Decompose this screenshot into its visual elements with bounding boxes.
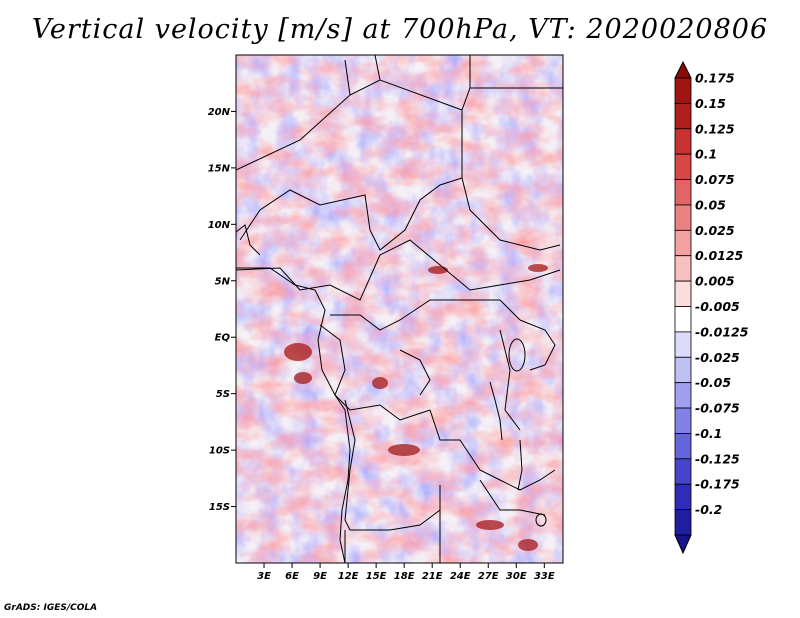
colorbar-swatch — [674, 255, 692, 282]
lon-tick-label: 27E — [478, 571, 499, 582]
colorbar-label: -0.005 — [695, 299, 740, 314]
colorbar-swatch — [674, 179, 692, 206]
lon-tick-label: 12E — [338, 571, 359, 582]
map-frame — [235, 54, 564, 564]
lat-tick-label: 20N — [208, 107, 231, 118]
colorbar-label: -0.175 — [695, 477, 740, 492]
colorbar-swatch — [674, 382, 692, 409]
colorbar-swatch — [674, 509, 692, 536]
lat-tick-label: EQ — [215, 333, 231, 344]
colorbar-swatch — [674, 204, 692, 231]
velocity-field — [236, 55, 563, 563]
colorbar-swatch — [674, 77, 692, 104]
lat-tick-label: 15N — [208, 163, 231, 174]
lon-tick-label: 15E — [366, 571, 387, 582]
longitude-axis: 3E 6E 9E 12E 15E 18E 21E 24E 27E 30E 33E — [257, 563, 555, 582]
colorbar-label: 0.005 — [695, 274, 735, 289]
colorbar-label: 0.15 — [695, 96, 726, 111]
colorbar-label: -0.1 — [695, 426, 722, 441]
map-title: Vertical velocity [m/s] at 700hPa, VT: 2… — [31, 14, 769, 45]
colorbar-label: 0.025 — [695, 223, 735, 238]
colorbar-label: 0.175 — [695, 71, 735, 86]
lon-tick-label: 30E — [506, 571, 527, 582]
coastline — [236, 267, 547, 563]
lon-tick-label: 9E — [313, 571, 327, 582]
lat-tick-label: 10S — [209, 446, 230, 457]
colorbar-label: -0.0125 — [695, 324, 749, 339]
colorbar-swatch — [674, 128, 692, 155]
lat-tick-label: 15S — [209, 502, 230, 513]
colorbar-swatch — [674, 483, 692, 511]
colorbar-label: 0.05 — [695, 197, 726, 212]
colorbar-label: -0.125 — [695, 451, 740, 466]
colorbar-top-arrow — [674, 60, 692, 79]
lat-tick-label: 5N — [215, 276, 231, 287]
lat-tick-label: 10N — [208, 220, 231, 231]
colorbar-swatch — [674, 153, 692, 180]
colorbar: 0.175 0.15 0.125 0.1 0.075 0.05 0.025 0.0125 0.0… — [674, 60, 749, 555]
latitude-axis: 20N 15N 10N 5N EQ 5S 10S 15S — [208, 107, 236, 513]
strong-updraft-cores — [284, 264, 548, 551]
lat-tick-label: 5S — [216, 389, 230, 400]
colorbar-swatch — [674, 356, 692, 384]
colorbar-label: -0.075 — [695, 401, 740, 416]
country-borders — [236, 55, 563, 563]
lon-tick-label: 24E — [450, 571, 471, 582]
lon-tick-label: 6E — [285, 571, 299, 582]
colorbar-swatch — [674, 458, 692, 485]
colorbar-swatch — [674, 433, 692, 460]
colorbar-label: -0.05 — [695, 375, 731, 390]
colorbar-label: 0.1 — [695, 147, 717, 162]
lon-tick-label: 3E — [257, 571, 271, 582]
colorbar-swatch — [674, 229, 692, 257]
grads-credit: GrADS: IGES/COLA — [4, 603, 98, 613]
lon-tick-label: 21E — [422, 571, 443, 582]
colorbar-bottom-arrow — [674, 534, 692, 555]
colorbar-label: -0.2 — [695, 502, 722, 517]
lon-tick-label: 18E — [394, 571, 415, 582]
colorbar-swatch — [674, 102, 692, 130]
colorbar-swatch — [674, 407, 692, 434]
colorbar-label: 0.0125 — [695, 248, 744, 263]
lon-tick-label: 33E — [534, 571, 555, 582]
colorbar-swatch — [674, 280, 692, 307]
colorbar-label: 0.075 — [695, 172, 735, 187]
colorbar-label: -0.025 — [695, 350, 740, 365]
colorbar-swatch — [674, 306, 692, 333]
colorbar-swatch — [674, 331, 692, 358]
colorbar-label: 0.125 — [695, 121, 735, 136]
